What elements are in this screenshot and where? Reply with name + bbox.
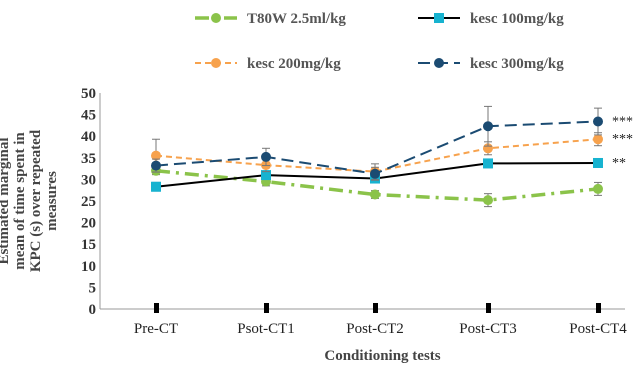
significance-annotations: ******** [612, 115, 633, 171]
x-tick-mark [264, 303, 269, 313]
legend-label: kesc 300mg/kg [470, 56, 564, 72]
series [151, 105, 603, 181]
y-axis-label-line: KPC (s) over repeated [28, 129, 44, 272]
data-point [151, 150, 161, 161]
data-point [370, 168, 380, 179]
data-point [593, 116, 603, 127]
y-tick-label: 30 [81, 172, 96, 188]
data-point [593, 157, 603, 168]
y-ticks: 0 5 10 15 20 25 30 35 40 45 50 [81, 86, 96, 318]
legend: T80W 2.5ml/kg kesc 100mg/kg kesc 200mg/kg k… [195, 11, 564, 72]
data-point [261, 170, 271, 181]
legend-marker [211, 13, 221, 23]
x-tick-label: Psot-CT1 [237, 321, 295, 337]
y-tick-label: 20 [81, 216, 96, 232]
significance-label: *** [612, 132, 633, 147]
data-point [370, 189, 380, 200]
x-ticks: Pre-CT Psot-CT1 Post-CT2 Post-CT3 Post-CT4 [134, 303, 627, 337]
data-point [151, 160, 161, 171]
y-axis-label: Estimated marginalmean of time spent inK… [0, 129, 60, 272]
series-line [155, 138, 599, 173]
legend-label: kesc 200mg/kg [247, 56, 341, 72]
legend-label: T80W 2.5ml/kg [247, 11, 346, 27]
y-tick-label: 35 [81, 151, 96, 167]
y-axis-label-line: measures [44, 171, 60, 231]
y-tick-label: 45 [81, 108, 96, 124]
legend-marker [434, 58, 444, 68]
y-tick-label: 40 [81, 129, 96, 145]
series-line [155, 120, 599, 175]
y-axis-label-line: Estimated marginal [0, 137, 12, 264]
data-point [483, 158, 493, 169]
y-tick-label: 25 [81, 194, 96, 210]
x-tick-mark [373, 303, 378, 313]
y-tick-label: 0 [89, 302, 97, 318]
data-point [593, 183, 603, 194]
significance-label: ** [612, 156, 626, 171]
legend-label: kesc 100mg/kg [470, 11, 564, 27]
x-axis-label: Conditioning tests [324, 348, 440, 364]
legend-marker [434, 13, 444, 23]
x-tick-label: Post-CT2 [346, 321, 404, 337]
y-tick-label: 10 [81, 259, 96, 275]
x-tick-label: Post-CT4 [569, 321, 627, 337]
data-point [593, 134, 603, 145]
data-point [261, 151, 271, 162]
y-tick-label: 5 [89, 280, 97, 296]
x-tick-label: Post-CT3 [459, 321, 517, 337]
data-point [483, 195, 493, 206]
series-group [151, 105, 603, 208]
x-tick-mark [486, 303, 491, 313]
x-tick-mark [596, 303, 601, 313]
y-axis-label-line: mean of time spent in [12, 132, 28, 270]
significance-label: *** [612, 115, 633, 130]
legend-marker [211, 58, 221, 68]
x-tick-mark [154, 303, 159, 313]
y-tick-label: 15 [81, 237, 96, 253]
data-point [483, 121, 493, 132]
data-point [151, 181, 161, 192]
series-line [155, 169, 599, 202]
y-tick-label: 50 [81, 86, 96, 102]
x-tick-label: Pre-CT [134, 321, 178, 337]
